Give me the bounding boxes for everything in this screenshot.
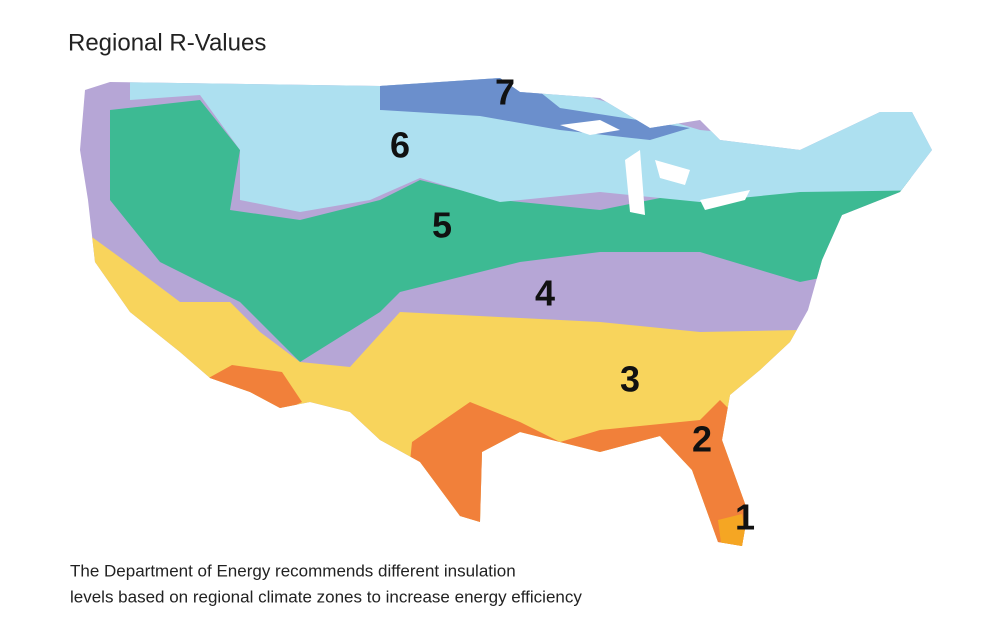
zone-label: 4 <box>535 273 555 314</box>
caption-line: levels based on regional climate zones t… <box>70 587 582 606</box>
zone-label: 7 <box>495 72 515 113</box>
zone-6-area <box>130 78 932 212</box>
zone-2-area-arizona <box>205 365 302 412</box>
zone-5-area <box>110 100 932 362</box>
zone-label: 3 <box>620 359 640 400</box>
zone-label: 2 <box>692 419 712 460</box>
zone-label: 1 <box>735 497 755 538</box>
zone-label: 6 <box>390 125 410 166</box>
title: Regional R-Values <box>68 29 266 56</box>
climate-map <box>80 78 932 546</box>
zone-1-area <box>718 514 748 546</box>
caption-line: The Department of Energy recommends diff… <box>70 561 516 580</box>
zone-label: 5 <box>432 205 452 246</box>
great-lakes <box>560 120 750 215</box>
zone-7-area <box>380 78 690 140</box>
